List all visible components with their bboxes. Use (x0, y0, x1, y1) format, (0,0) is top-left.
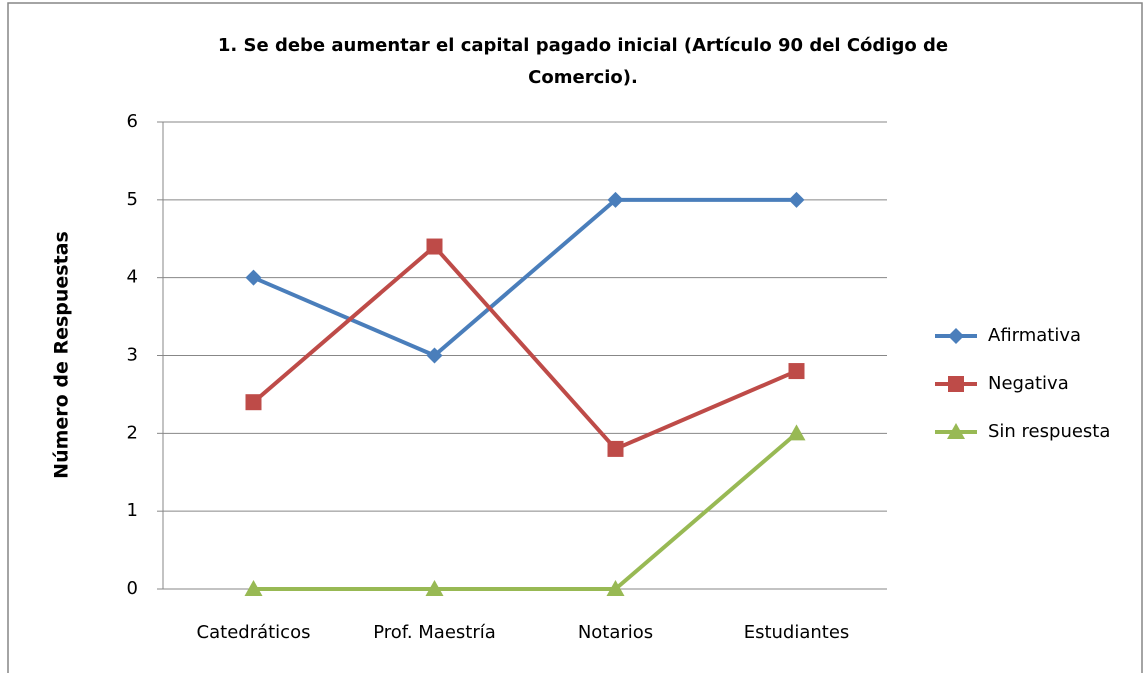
data-point (425, 580, 444, 596)
legend-label: Negativa (988, 373, 1069, 394)
data-point (245, 269, 262, 286)
y-tick-label: 1 (127, 500, 138, 521)
chart-title: 1. Se debe aumentar el capital pagado in… (217, 35, 949, 88)
x-tick-label: Estudiantes (744, 622, 850, 643)
y-tick-label: 2 (127, 422, 138, 443)
data-point (244, 580, 263, 596)
data-point (607, 440, 624, 457)
data-point (788, 363, 805, 380)
x-tick-label: Notarios (578, 622, 653, 643)
legend-marker (948, 376, 964, 392)
data-point (607, 191, 624, 208)
legend-label: Sin respuesta (988, 421, 1110, 442)
chart-frame (7, 2, 1143, 673)
legend-marker (947, 423, 965, 439)
data-point (426, 238, 443, 255)
series-line (252, 244, 798, 451)
y-tick-label: 6 (127, 111, 138, 132)
legend-label: Afirmativa (988, 325, 1081, 346)
y-tick-label: 5 (127, 189, 138, 210)
y-axis-label: Número de Respuestas (51, 231, 73, 479)
y-tick-label: 4 (127, 267, 138, 288)
x-tick-label: Prof. Maestría (373, 622, 496, 643)
data-point (788, 191, 805, 208)
series-line (252, 197, 797, 358)
y-tick-label: 0 (127, 578, 138, 599)
series-line (253, 431, 798, 591)
y-tick-label: 3 (127, 345, 138, 366)
data-point (787, 424, 806, 441)
x-tick-label: Catedráticos (197, 622, 311, 643)
data-point (606, 580, 625, 596)
data-point (426, 347, 443, 364)
legend-marker (948, 328, 964, 344)
data-point (245, 394, 262, 411)
